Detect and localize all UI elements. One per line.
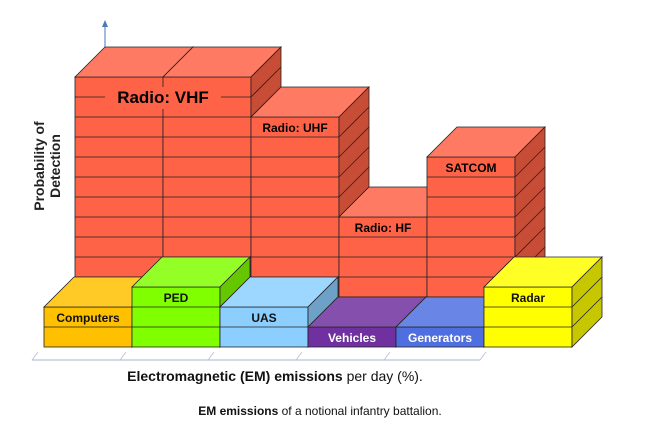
- front-row-blocks: Computers PED UAS Vehicles Generators Radar: [43, 256, 603, 348]
- front-block-5-front: [483, 286, 573, 348]
- x-axis-baseline: [31, 351, 487, 361]
- back-block-label-1: Radio: UHF: [262, 121, 327, 135]
- x-axis-tick: [207, 351, 215, 361]
- x-axis-label-rest: per day (%).: [342, 368, 423, 384]
- caption-rest: of a notional infantry battalion.: [278, 404, 442, 418]
- front-block-label-4: Generators: [408, 331, 472, 345]
- x-axis-label-bold: Electromagnetic (EM) emissions: [127, 368, 343, 384]
- x-axis-tick: [383, 351, 391, 361]
- back-block-label-2: Radio: HF: [355, 221, 412, 235]
- x-axis-tick: [295, 351, 303, 361]
- figure-caption: EM emissions of a notional infantry batt…: [0, 404, 640, 418]
- caption-bold: EM emissions: [198, 404, 279, 418]
- x-axis-label: Electromagnetic (EM) emissions per day (…: [0, 368, 550, 384]
- front-block-5: [483, 256, 603, 348]
- y-axis-label: Probability of Detection: [31, 121, 63, 211]
- x-axis-tick: [479, 351, 487, 361]
- front-block-label-1: PED: [164, 291, 189, 305]
- front-block-label-3: Vehicles: [328, 331, 376, 345]
- front-block-label-2: UAS: [251, 311, 276, 325]
- front-block-label-5: Radar: [511, 291, 545, 305]
- x-axis-tick: [31, 351, 39, 361]
- y-axis-arrow: [102, 20, 108, 47]
- front-block-label-0: Computers: [56, 311, 120, 325]
- back-block-label-0: Radio: VHF: [117, 88, 209, 107]
- x-axis-tick: [119, 351, 127, 361]
- back-block-label-3: SATCOM: [445, 161, 496, 175]
